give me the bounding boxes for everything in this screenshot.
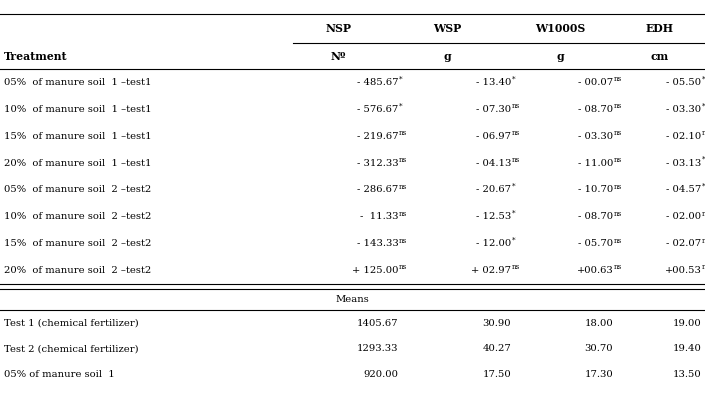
Text: 13.50: 13.50 (673, 370, 701, 379)
Text: ns: ns (702, 129, 705, 137)
Text: -  11.33: - 11.33 (360, 213, 398, 221)
Text: *: * (702, 102, 705, 110)
Text: - 576.67: - 576.67 (357, 105, 398, 114)
Text: ns: ns (399, 156, 407, 164)
Text: ns: ns (614, 75, 623, 83)
Text: ns: ns (512, 263, 520, 271)
Text: *: * (702, 156, 705, 164)
Text: - 08.70: - 08.70 (578, 105, 613, 114)
Text: 30.70: 30.70 (584, 344, 613, 354)
Text: + 02.97: + 02.97 (471, 266, 511, 275)
Text: - 05.50: - 05.50 (666, 78, 701, 87)
Text: - 12.00: - 12.00 (476, 239, 511, 248)
Text: 15%  of manure soil  2 –test2: 15% of manure soil 2 –test2 (4, 239, 151, 248)
Text: W1000S: W1000S (535, 23, 586, 34)
Text: ns: ns (614, 237, 623, 245)
Text: 05% of manure soil  1: 05% of manure soil 1 (4, 370, 114, 379)
Text: ns: ns (512, 129, 520, 137)
Text: - 02.00: - 02.00 (666, 213, 701, 221)
Text: *: * (399, 102, 403, 110)
Text: 10%  of manure soil  2 –test2: 10% of manure soil 2 –test2 (4, 213, 151, 221)
Text: - 10.70: - 10.70 (578, 186, 613, 194)
Text: 920.00: 920.00 (363, 370, 398, 379)
Text: 17.50: 17.50 (482, 370, 511, 379)
Text: - 143.33: - 143.33 (357, 239, 398, 248)
Text: 19.00: 19.00 (673, 319, 701, 328)
Text: - 312.33: - 312.33 (357, 159, 398, 167)
Text: - 11.00: - 11.00 (578, 159, 613, 167)
Text: Means: Means (336, 295, 369, 304)
Text: - 03.30: - 03.30 (578, 132, 613, 141)
Text: Test 1 (chemical fertilizer): Test 1 (chemical fertilizer) (4, 319, 138, 328)
Text: 17.30: 17.30 (584, 370, 613, 379)
Text: EDH: EDH (645, 23, 673, 34)
Text: ns: ns (702, 237, 705, 245)
Text: *: * (702, 75, 705, 83)
Text: WSP: WSP (434, 23, 462, 34)
Text: *: * (512, 75, 515, 83)
Text: - 04.57: - 04.57 (666, 186, 701, 194)
Text: ns: ns (512, 102, 520, 110)
Text: 30.90: 30.90 (482, 319, 511, 328)
Text: ns: ns (399, 263, 407, 271)
Text: ns: ns (614, 156, 623, 164)
Text: - 03.30: - 03.30 (666, 105, 701, 114)
Text: *: * (512, 183, 515, 191)
Text: 1293.33: 1293.33 (357, 344, 398, 354)
Text: 18.00: 18.00 (584, 319, 613, 328)
Text: ns: ns (399, 129, 407, 137)
Text: *: * (512, 237, 515, 245)
Text: - 08.70: - 08.70 (578, 213, 613, 221)
Text: ns: ns (614, 263, 623, 271)
Text: + 125.00: + 125.00 (352, 266, 398, 275)
Text: *: * (399, 75, 403, 83)
Text: *: * (702, 183, 705, 191)
Text: +00.63: +00.63 (577, 266, 613, 275)
Text: - 286.67: - 286.67 (357, 186, 398, 194)
Text: ns: ns (614, 210, 623, 218)
Text: Test 2 (chemical fertilizer): Test 2 (chemical fertilizer) (4, 344, 138, 354)
Text: - 485.67: - 485.67 (357, 78, 398, 87)
Text: - 02.10: - 02.10 (666, 132, 701, 141)
Text: ns: ns (399, 237, 407, 245)
Text: 10%  of manure soil  1 –test1: 10% of manure soil 1 –test1 (4, 105, 151, 114)
Text: ns: ns (614, 102, 623, 110)
Text: ns: ns (399, 183, 407, 191)
Text: 20%  of manure soil  2 –test2: 20% of manure soil 2 –test2 (4, 266, 151, 275)
Text: ns: ns (702, 210, 705, 218)
Text: g: g (557, 51, 564, 62)
Text: 19.40: 19.40 (673, 344, 701, 354)
Text: ns: ns (614, 129, 623, 137)
Text: 40.27: 40.27 (482, 344, 511, 354)
Text: +00.53: +00.53 (665, 266, 701, 275)
Text: ns: ns (702, 263, 705, 271)
Text: 20%  of manure soil  1 –test1: 20% of manure soil 1 –test1 (4, 159, 151, 167)
Text: NSP: NSP (326, 23, 351, 34)
Text: ns: ns (399, 210, 407, 218)
Text: - 12.53: - 12.53 (476, 213, 511, 221)
Text: 15%  of manure soil  1 –test1: 15% of manure soil 1 –test1 (4, 132, 151, 141)
Text: Treatment: Treatment (4, 51, 67, 62)
Text: - 03.13: - 03.13 (666, 159, 701, 167)
Text: - 07.30: - 07.30 (476, 105, 511, 114)
Text: - 13.40: - 13.40 (476, 78, 511, 87)
Text: *: * (512, 210, 515, 218)
Text: - 00.07: - 00.07 (578, 78, 613, 87)
Text: - 04.13: - 04.13 (476, 159, 511, 167)
Text: cm: cm (650, 51, 668, 62)
Text: 1405.67: 1405.67 (357, 319, 398, 328)
Text: - 02.07: - 02.07 (666, 239, 701, 248)
Text: ns: ns (614, 183, 623, 191)
Text: - 20.67: - 20.67 (476, 186, 511, 194)
Text: - 05.70: - 05.70 (578, 239, 613, 248)
Text: ns: ns (512, 156, 520, 164)
Text: Nº: Nº (331, 51, 346, 62)
Text: 05%  of manure soil  1 –test1: 05% of manure soil 1 –test1 (4, 78, 151, 87)
Text: 05%  of manure soil  2 –test2: 05% of manure soil 2 –test2 (4, 186, 151, 194)
Text: - 06.97: - 06.97 (476, 132, 511, 141)
Text: - 219.67: - 219.67 (357, 132, 398, 141)
Text: g: g (444, 51, 451, 62)
